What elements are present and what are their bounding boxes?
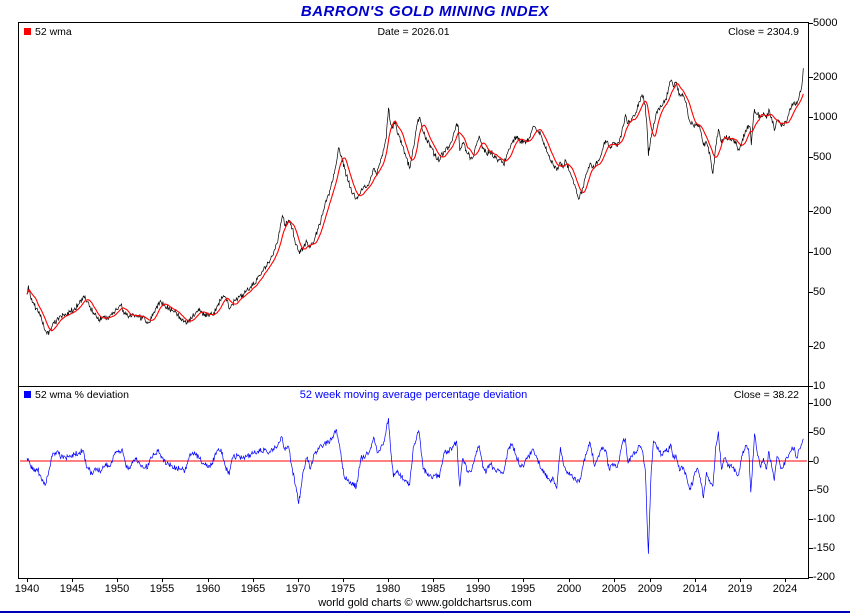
x-tick-mark xyxy=(162,578,163,582)
x-axis-tick-label: 1995 xyxy=(510,583,536,595)
x-axis-tick-label: 1970 xyxy=(285,583,311,595)
price-series-path xyxy=(26,68,804,336)
y-axis-tick-label: 1000 xyxy=(813,111,838,123)
y-axis-tick-label: -50 xyxy=(813,484,829,496)
footer-credit: world gold charts © www.goldchartsrus.co… xyxy=(318,597,532,609)
y-tick-mark xyxy=(809,490,813,491)
y-axis-tick-label: 50 xyxy=(813,286,826,298)
x-tick-mark xyxy=(650,578,651,582)
y-tick-mark xyxy=(809,211,813,212)
x-axis-tick-label: 1940 xyxy=(14,583,40,595)
x-tick-mark xyxy=(695,578,696,582)
deviation-legend: 52 wma % deviation xyxy=(24,389,129,401)
deviation-panel xyxy=(18,386,809,579)
y-tick-mark xyxy=(809,23,813,24)
x-axis-tick-label: 2014 xyxy=(682,583,708,595)
y-tick-mark xyxy=(809,432,813,433)
x-tick-mark xyxy=(72,578,73,582)
y-axis-tick-label: 100 xyxy=(813,246,832,258)
x-tick-mark xyxy=(208,578,209,582)
x-axis-tick-label: 1990 xyxy=(465,583,491,595)
y-tick-mark xyxy=(809,77,813,78)
y-tick-mark xyxy=(809,548,813,549)
deviation-series-path xyxy=(26,418,804,554)
deviation-subtitle: 52 week moving average percentage deviat… xyxy=(299,389,528,401)
y-axis-tick-label: -200 xyxy=(813,571,836,583)
x-axis-tick-label: 1955 xyxy=(149,583,175,595)
y-axis-tick-label: 20 xyxy=(813,340,826,352)
y-axis-tick-label: 500 xyxy=(813,151,832,163)
blue-legend-swatch-icon xyxy=(24,391,31,398)
x-tick-mark xyxy=(298,578,299,582)
x-tick-mark xyxy=(569,578,570,582)
x-tick-mark xyxy=(343,578,344,582)
y-tick-mark xyxy=(809,117,813,118)
y-axis-tick-label: 50 xyxy=(813,426,826,438)
x-axis-tick-label: 2024 xyxy=(772,583,798,595)
x-tick-mark xyxy=(27,578,28,582)
x-axis-tick-label: 1965 xyxy=(240,583,266,595)
y-axis-tick-label: 2000 xyxy=(813,71,838,83)
x-axis-tick-label: 1985 xyxy=(420,583,446,595)
x-tick-mark xyxy=(740,578,741,582)
x-tick-mark xyxy=(388,578,389,582)
x-axis-tick-label: 2000 xyxy=(556,583,582,595)
x-axis-tick-label: 1975 xyxy=(330,583,356,595)
y-tick-mark xyxy=(809,461,813,462)
x-axis-tick-label: 2009 xyxy=(637,583,663,595)
price-legend: 52 wma xyxy=(24,26,72,38)
y-tick-mark xyxy=(809,252,813,253)
deviation-close-label: Close = 38.22 xyxy=(733,389,799,401)
deviation-legend-label: 52 wma % deviation xyxy=(35,389,129,401)
x-tick-mark xyxy=(523,578,524,582)
moving-average-path xyxy=(26,83,804,332)
y-axis-tick-label: 5000 xyxy=(813,17,838,29)
x-axis-tick-label: 1980 xyxy=(375,583,401,595)
y-tick-mark xyxy=(809,157,813,158)
y-tick-mark xyxy=(809,386,813,387)
y-tick-mark xyxy=(809,577,813,578)
x-axis-tick-label: 2019 xyxy=(727,583,753,595)
y-tick-mark xyxy=(809,519,813,520)
x-tick-mark xyxy=(614,578,615,582)
x-tick-mark xyxy=(433,578,434,582)
y-tick-mark xyxy=(809,403,813,404)
x-tick-mark xyxy=(478,578,479,582)
x-axis-tick-label: 1945 xyxy=(59,583,85,595)
y-axis-tick-label: -150 xyxy=(813,542,836,554)
y-axis-tick-label: 100 xyxy=(813,397,832,409)
deviation-chart xyxy=(20,418,807,554)
y-axis-tick-label: 200 xyxy=(813,205,832,217)
price-panel xyxy=(18,22,809,387)
page-title: BARRON'S GOLD MINING INDEX xyxy=(300,3,550,20)
y-tick-mark xyxy=(809,292,813,293)
x-tick-mark xyxy=(785,578,786,582)
y-axis-tick-label: 0 xyxy=(813,455,820,467)
y-axis-tick-label: -100 xyxy=(813,513,836,525)
price-close-label: Close = 2304.9 xyxy=(728,26,799,38)
x-axis-tick-label: 1950 xyxy=(104,583,130,595)
y-tick-mark xyxy=(809,346,813,347)
bottom-rule xyxy=(0,611,850,613)
date-label: Date = 2026.01 xyxy=(377,26,450,38)
y-axis-tick-label: 10 xyxy=(813,380,826,392)
x-tick-mark xyxy=(253,578,254,582)
price-legend-label: 52 wma xyxy=(35,26,72,38)
x-tick-mark xyxy=(117,578,118,582)
red-legend-swatch-icon xyxy=(24,28,31,35)
price-chart xyxy=(26,68,804,336)
x-axis-tick-label: 2005 xyxy=(601,583,627,595)
x-axis-tick-label: 1960 xyxy=(195,583,221,595)
